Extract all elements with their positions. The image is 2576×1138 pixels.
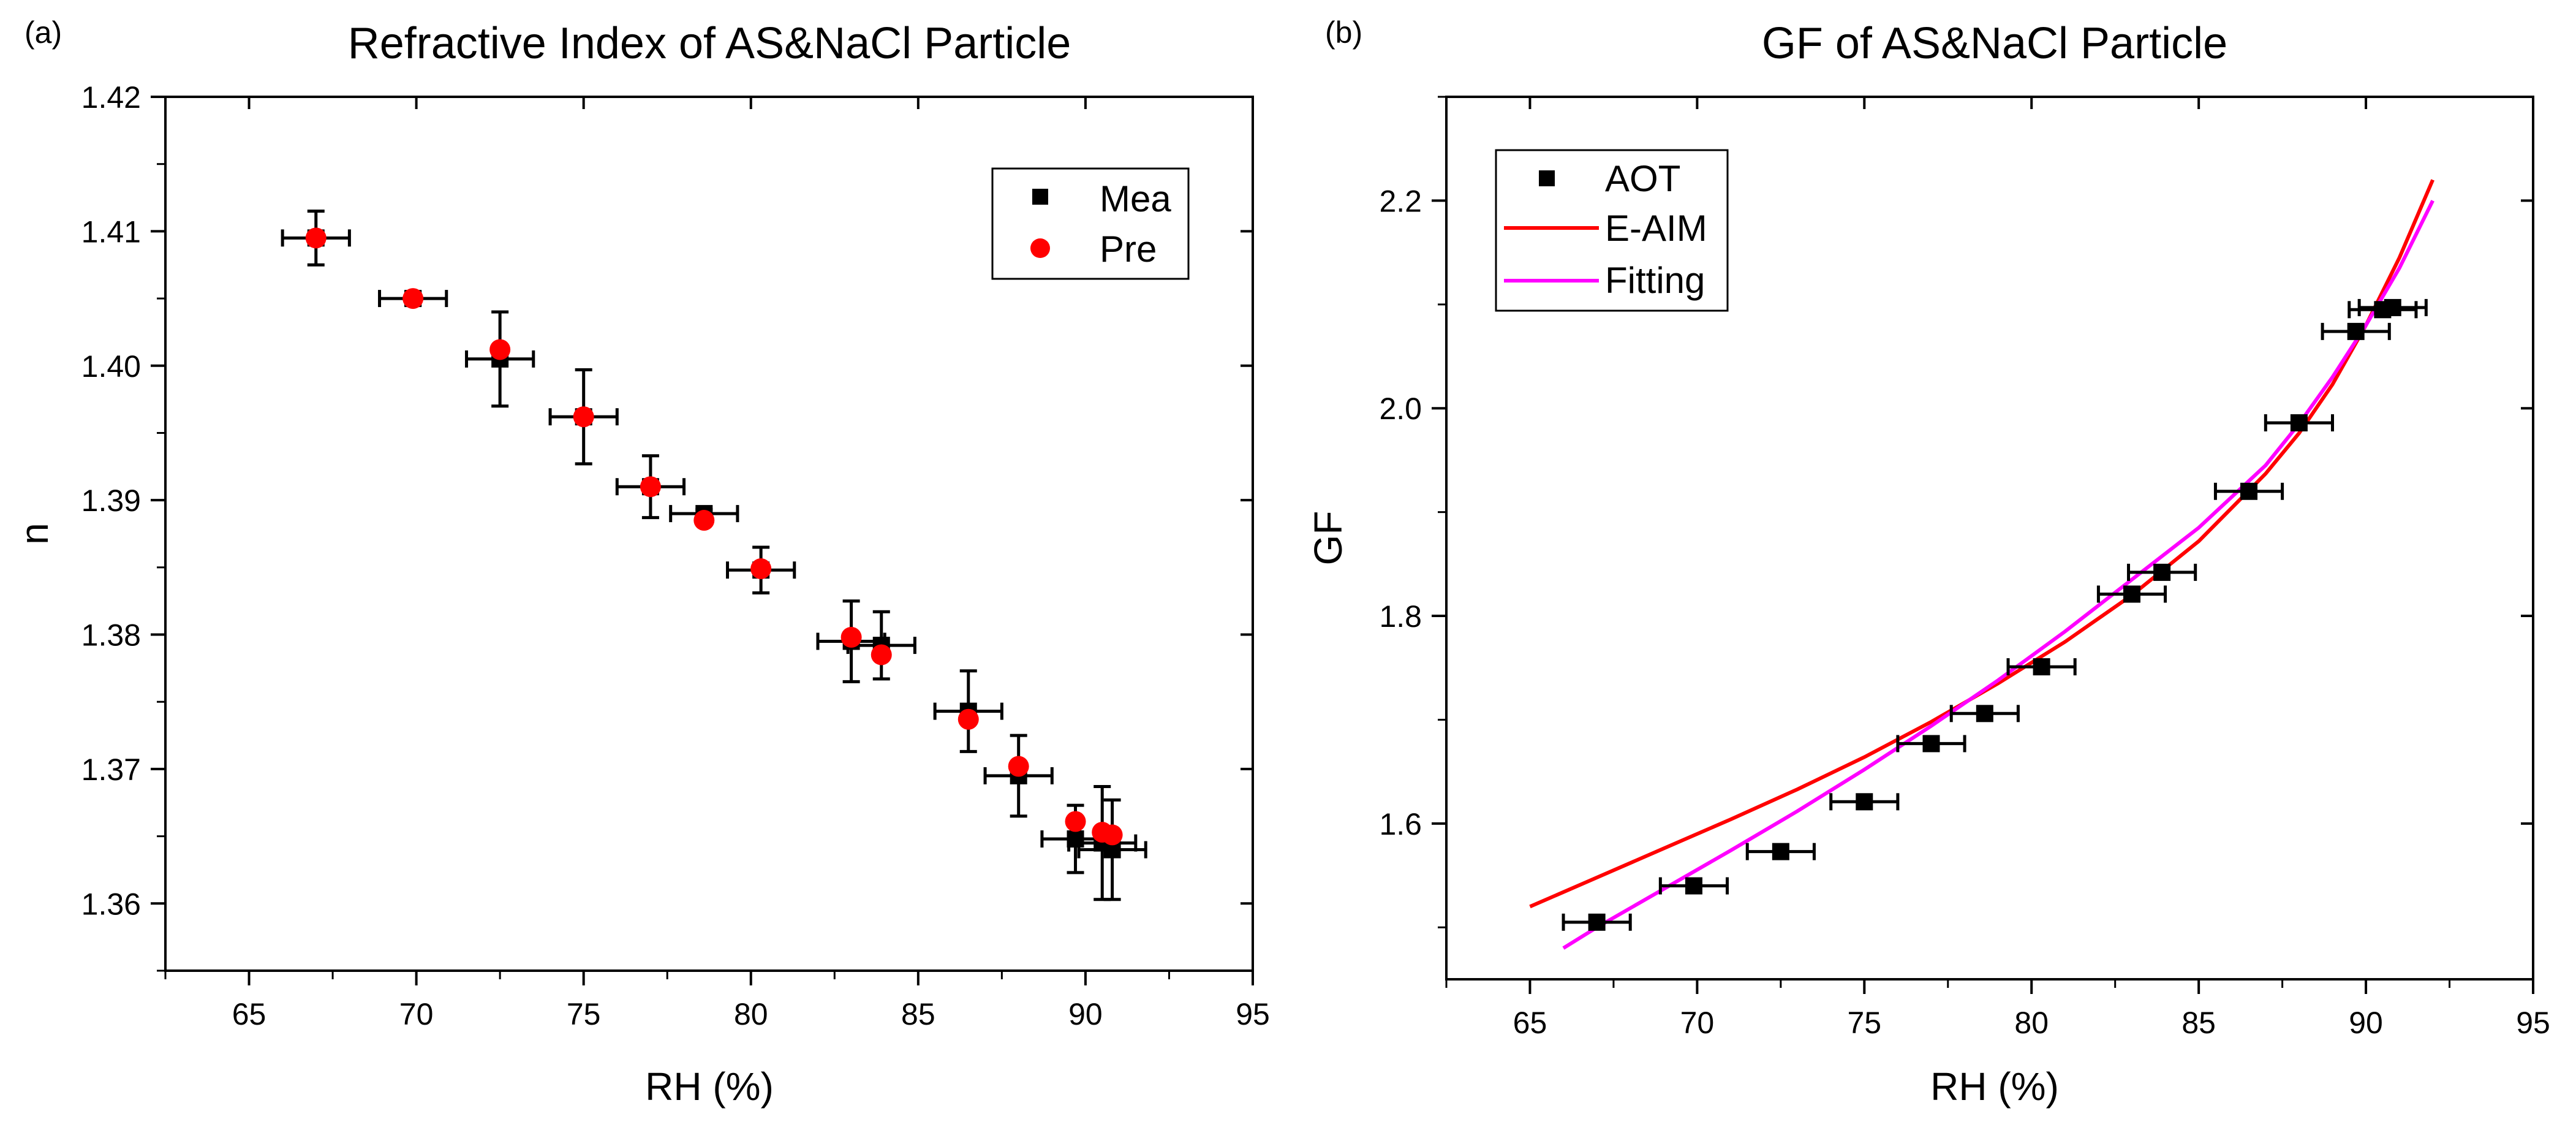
data-point-aot: [1685, 877, 1702, 895]
data-point-aot: [2290, 414, 2308, 431]
panel-b: (b) GF of AS&NaCl Particle 65 70 75 80 85 90 9…: [1306, 15, 2550, 1109]
data-point-aot: [2123, 585, 2140, 603]
x-tick-label: 85: [901, 997, 935, 1031]
data-point-pre: [1008, 756, 1029, 777]
data-point-pre: [750, 558, 772, 580]
data-point-pre: [958, 708, 979, 730]
y-axis-label-a: n: [12, 523, 56, 545]
legend-marker-mea: [1032, 189, 1048, 205]
legend-a: Mea Pre: [991, 167, 1190, 280]
legend-label-fitting: Fitting: [1605, 260, 1705, 301]
y-tick-label: 1.36: [81, 887, 141, 921]
y-tick-label: 1.40: [81, 349, 141, 384]
x-tick-label: 65: [1513, 1006, 1547, 1040]
x-axis-label-b: RH (%): [1930, 1064, 2059, 1109]
y-axis-label-b: GF: [1306, 511, 1350, 566]
x-axis-label-a: RH (%): [645, 1064, 774, 1109]
data-point-aot: [2153, 563, 2171, 581]
y-tick-label: 1.8: [1379, 599, 1422, 634]
x-tick-label: 75: [567, 997, 601, 1031]
data-point-pre: [640, 476, 661, 498]
data-point-aot: [1976, 705, 1993, 723]
data-point-pre: [489, 339, 511, 360]
data-point-aot: [2240, 482, 2258, 500]
x-tick-label: 95: [2516, 1006, 2550, 1040]
data-point-aot: [1856, 793, 1873, 811]
legend-marker-pre: [1030, 238, 1050, 258]
panel-label-b: (b): [1325, 15, 1362, 50]
legend-label-mea: Mea: [1100, 178, 1171, 219]
plot-frame-b: [1445, 96, 2534, 981]
panel-a: (a) Refractive Index of AS&NaCl Particle…: [12, 15, 1270, 1109]
x-tick-label: 90: [1068, 997, 1103, 1031]
x-tick-label: 65: [232, 997, 266, 1031]
y-tick-label: 1.39: [81, 484, 141, 518]
x-tick-label: 75: [1847, 1006, 1881, 1040]
axis-ticks-a: 65 70 75 80 85 90 95 1.36 1.37 1.38 1.39 1.40 1.41 1.…: [81, 80, 1270, 1031]
panel-label-a: (a): [25, 15, 62, 50]
legend-box-a: [991, 167, 1190, 280]
legend-label-pre: Pre: [1100, 229, 1157, 270]
y-tick-label: 1.38: [81, 618, 141, 653]
legend-b: AOT E-AIM Fitting: [1495, 149, 1729, 312]
axis-ticks-b: 65 70 75 80 85 90 95 1.6 1.8 2.0 2.2: [1379, 96, 2550, 1040]
legend-label-eaim: E-AIM: [1605, 208, 1707, 249]
data-point-aot: [2033, 658, 2050, 676]
y-tick-label: 1.41: [81, 214, 141, 249]
data-point-aot: [1588, 913, 1606, 931]
series-line-e-aim: [1529, 179, 2434, 909]
x-tick-label: 70: [1680, 1006, 1715, 1040]
x-tick-label: 90: [2349, 1006, 2383, 1040]
data-point-pre: [871, 644, 892, 666]
data-point-pre: [1065, 811, 1086, 832]
x-tick-label: 85: [2181, 1006, 2216, 1040]
plot-frame-a: [164, 96, 1254, 972]
x-tick-label: 80: [2014, 1006, 2049, 1040]
data-point-pre: [402, 288, 424, 309]
data-marks-a: [281, 209, 1147, 901]
x-tick-label: 80: [734, 997, 768, 1031]
legend-label-aot: AOT: [1605, 158, 1680, 199]
data-point-pre: [1101, 824, 1123, 846]
y-tick-label: 2.2: [1379, 184, 1422, 218]
chart-title-b: GF of AS&NaCl Particle: [1762, 19, 2227, 68]
x-tick-label: 95: [1236, 997, 1270, 1031]
data-point-aot: [2347, 322, 2365, 340]
data-point-pre: [305, 227, 327, 249]
data-point-aot: [1922, 735, 1940, 753]
x-tick-label: 70: [399, 997, 434, 1031]
chart-title-a: Refractive Index of AS&NaCl Particle: [348, 19, 1071, 68]
y-tick-label: 1.6: [1379, 807, 1422, 841]
y-tick-label: 1.37: [81, 753, 141, 787]
data-point-pre: [840, 626, 862, 648]
data-point-pre: [573, 406, 594, 428]
data-point-aot: [2384, 298, 2401, 316]
series-line-fitting: [1562, 200, 2434, 950]
legend-box-b: [1495, 149, 1729, 312]
y-tick-label: 2.0: [1379, 392, 1422, 426]
data-point-aot: [1772, 843, 1789, 860]
data-point-pre: [693, 510, 715, 531]
data-marks-b: [1529, 179, 2434, 950]
y-tick-label: 1.42: [81, 80, 141, 115]
legend-marker-aot: [1539, 170, 1555, 186]
